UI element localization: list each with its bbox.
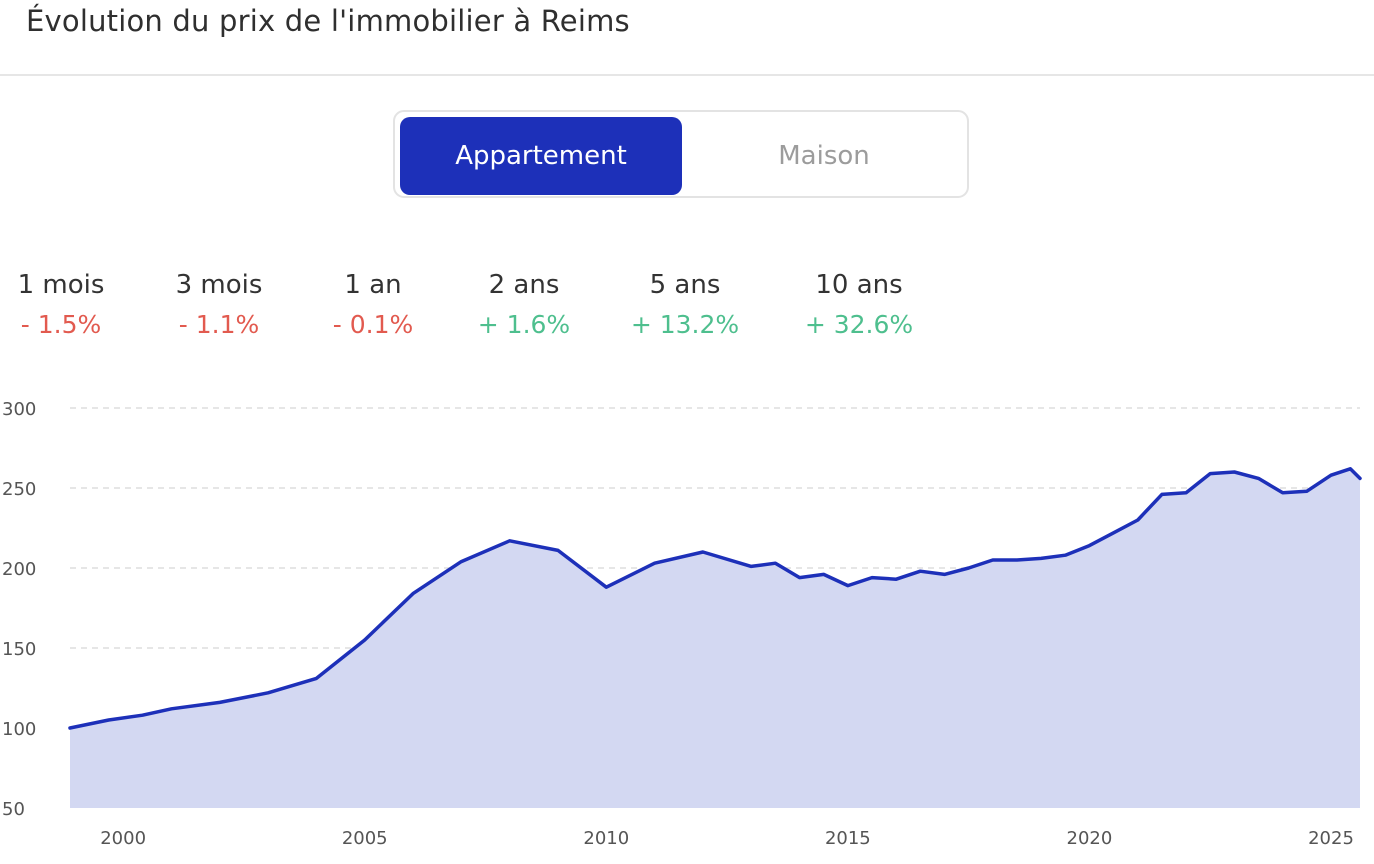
stat-10-ans: 10 ans + 32.6% xyxy=(792,270,926,339)
stat-label: 1 mois xyxy=(17,270,105,300)
toggle-maison-button[interactable]: Maison xyxy=(683,117,965,195)
page-title: Évolution du prix de l'immobilier à Reim… xyxy=(26,4,630,38)
header-divider xyxy=(0,74,1374,76)
y-axis-ticks: 300 250 200 150 100 50 xyxy=(2,399,36,820)
x-axis-ticks: 2000 2005 2010 2015 2020 2025 xyxy=(100,828,1354,849)
stat-value: + 32.6% xyxy=(804,310,914,339)
area-layer xyxy=(68,467,1362,808)
price-series-line[interactable] xyxy=(68,467,1362,730)
stat-5-ans: 5 ans + 13.2% xyxy=(622,270,748,339)
stat-label: 1 an xyxy=(344,270,402,300)
x-tick-label: 2020 xyxy=(1067,828,1113,849)
toggle-appartement-button[interactable]: Appartement xyxy=(400,117,682,195)
stat-1-mois: 1 mois - 1.5% xyxy=(6,270,116,339)
stat-label: 10 ans xyxy=(815,270,903,300)
property-type-toggle: Appartement Maison xyxy=(393,110,969,198)
x-tick-label: 2005 xyxy=(342,828,388,849)
stat-value: - 1.1% xyxy=(178,310,260,339)
x-tick-label: 2025 xyxy=(1308,828,1354,849)
stat-label: 5 ans xyxy=(649,270,721,300)
x-tick-label: 2015 xyxy=(825,828,871,849)
stat-label: 3 mois xyxy=(175,270,263,300)
y-tick-label: 150 xyxy=(2,639,36,660)
stat-value: - 1.5% xyxy=(20,310,102,339)
stat-1-an: 1 an - 0.1% xyxy=(318,270,428,339)
stat-value: + 13.2% xyxy=(630,310,740,339)
x-tick-label: 2000 xyxy=(100,828,146,849)
y-tick-label: 50 xyxy=(2,799,25,820)
y-tick-label: 100 xyxy=(2,719,36,740)
stat-3-mois: 3 mois - 1.1% xyxy=(162,270,276,339)
y-tick-label: 300 xyxy=(2,399,36,420)
price-area-fill xyxy=(70,468,1360,808)
stat-2-ans: 2 ans + 1.6% xyxy=(468,270,580,339)
y-tick-label: 200 xyxy=(2,559,36,580)
stat-value: - 0.1% xyxy=(332,310,414,339)
y-tick-label: 250 xyxy=(2,479,36,500)
stat-label: 2 ans xyxy=(488,270,560,300)
x-tick-label: 2010 xyxy=(583,828,629,849)
stat-value: + 1.6% xyxy=(477,310,571,339)
